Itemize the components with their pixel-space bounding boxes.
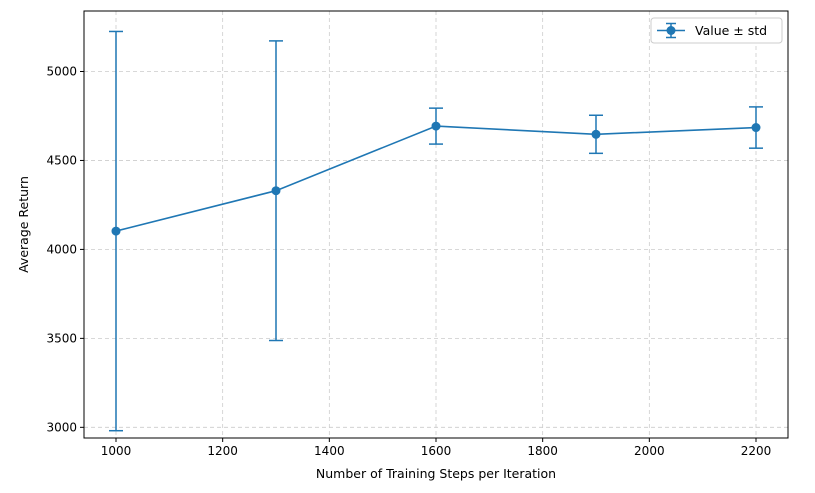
x-tick-label: 1400: [314, 444, 345, 458]
legend: Value ± std: [650, 17, 783, 44]
y-tick-label: 4500: [46, 153, 77, 167]
legend-box: [650, 17, 783, 44]
y-tick-label: 3500: [46, 331, 77, 345]
data-point: [591, 129, 601, 139]
y-tick-label: 5000: [46, 64, 77, 78]
data-point: [751, 123, 761, 133]
data-point: [431, 121, 441, 131]
y-tick-label: 4000: [46, 242, 77, 256]
y-axis-label: Average Return: [16, 176, 31, 273]
x-tick-label: 1600: [421, 444, 452, 458]
x-tick-label: 1000: [101, 444, 132, 458]
x-tick-label: 1200: [207, 444, 238, 458]
data-point: [271, 186, 281, 196]
x-tick-label: 2000: [634, 444, 665, 458]
x-tick-label: 1800: [527, 444, 558, 458]
series-value: [109, 30, 763, 432]
y-tick-label: 3000: [46, 420, 77, 434]
grid: [84, 11, 788, 438]
data-point: [111, 226, 121, 236]
x-tick-label: 2200: [741, 444, 772, 458]
legend-entry-label: Value ± std: [695, 23, 767, 38]
legend-point: [666, 26, 676, 35]
x-axis-label: Number of Training Steps per Iteration: [316, 466, 556, 481]
legend-marker: [657, 22, 685, 39]
axis-ticks: 1000 1200 1400 1600 1800 2000 2200 3000 3500 4000…: [46, 64, 771, 458]
